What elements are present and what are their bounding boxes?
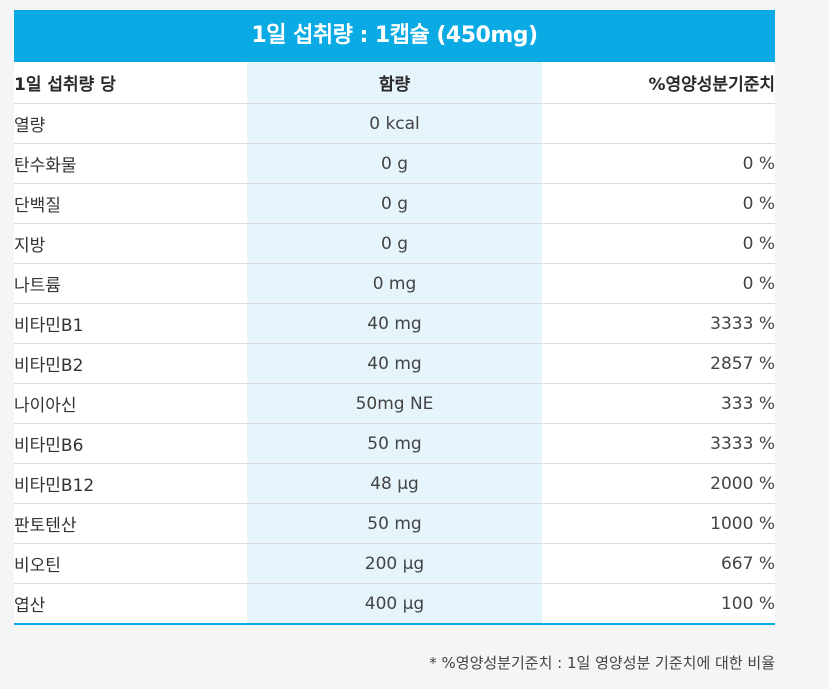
nutrient-daily-value: 3333 % [542, 303, 775, 344]
nutrient-name: 엽산 [14, 596, 46, 616]
table-row: 엽산 400 µg 100 % [14, 583, 775, 624]
nutrient-daily-value: 100 % [720, 593, 775, 614]
nutrient-amount: 50mg NE [247, 383, 542, 424]
nutrient-daily-value: 0 % [542, 223, 775, 264]
nutrient-name: 지방 [14, 223, 247, 264]
nutrient-name: 비타민B2 [14, 343, 247, 384]
table-row: 열량 0 kcal [14, 103, 775, 144]
table-title: 1일 섭취량 : 1캡슐 (450mg) [14, 10, 775, 62]
nutrient-name: 탄수화물 [14, 143, 247, 184]
nutrient-name: 비타민B6 [14, 423, 247, 464]
table-row: 판토텐산 50 mg 1000 % [14, 503, 775, 544]
nutrient-daily-value [542, 103, 775, 144]
nutrient-daily-value: 0 % [542, 263, 775, 304]
nutrient-daily-value: 1000 % [542, 503, 775, 544]
nutrient-daily-value: 2000 % [542, 463, 775, 504]
nutrient-daily-value: 3333 % [542, 423, 775, 464]
nutrient-amount: 400 µg [247, 583, 542, 624]
table-row: 비타민B6 50 mg 3333 % [14, 423, 775, 464]
nutrient-amount: 40 mg [247, 303, 542, 344]
nutrient-daily-value: 0 % [542, 143, 775, 184]
header-name: 1일 섭취량 당 [14, 62, 247, 104]
nutrient-name: 나트륨 [14, 263, 247, 304]
nutrient-amount: 0 kcal [247, 103, 542, 144]
table-row: 비타민B2 40 mg 2857 % [14, 343, 775, 384]
nutrient-daily-value: 333 % [542, 383, 775, 424]
footnote: * %영양성분기준치 : 1일 영양성분 기준치에 대한 비율 [429, 654, 775, 672]
nutrient-amount: 0 mg [247, 263, 542, 304]
nutrient-amount: 40 mg [247, 343, 542, 384]
nutrient-name: 나이아신 [14, 383, 247, 424]
table-header-row: 1일 섭취량 당 함량 %영양성분기준치 [14, 62, 775, 104]
nutrient-daily-value: 2857 % [542, 343, 775, 384]
nutrient-daily-value: 0 % [542, 183, 775, 224]
table-row: 비타민B1 40 mg 3333 % [14, 303, 775, 344]
table-row: 비타민B12 48 µg 2000 % [14, 463, 775, 504]
nutrient-amount: 50 mg [247, 423, 542, 464]
nutrient-name: 비타민B1 [14, 303, 247, 344]
nutrient-name: 비타민B12 [14, 463, 247, 504]
table-row: 나이아신 50mg NE 333 % [14, 383, 775, 424]
table-row: 나트륨 0 mg 0 % [14, 263, 775, 304]
table-row: 비오틴 200 µg 667 % [14, 543, 775, 584]
nutrient-name: 판토텐산 [14, 503, 247, 544]
header-amount: 함량 [247, 62, 542, 104]
nutrient-amount: 200 µg [247, 543, 542, 584]
nutrient-daily-value: 667 % [542, 543, 775, 584]
nutrient-amount: 0 g [247, 183, 542, 224]
header-daily-value: %영양성분기준치 [542, 62, 775, 104]
nutrient-amount: 0 g [247, 143, 542, 184]
nutrient-name: 열량 [14, 103, 247, 144]
nutrient-name: 단백질 [14, 183, 247, 224]
nutrition-facts-panel: 1일 섭취량 : 1캡슐 (450mg) 1일 섭취량 당 함량 %영양성분기준… [14, 10, 775, 625]
nutrient-amount: 48 µg [247, 463, 542, 504]
nutrient-amount: 50 mg [247, 503, 542, 544]
nutrient-name: 비오틴 [14, 543, 247, 584]
nutrient-amount: 0 g [247, 223, 542, 264]
